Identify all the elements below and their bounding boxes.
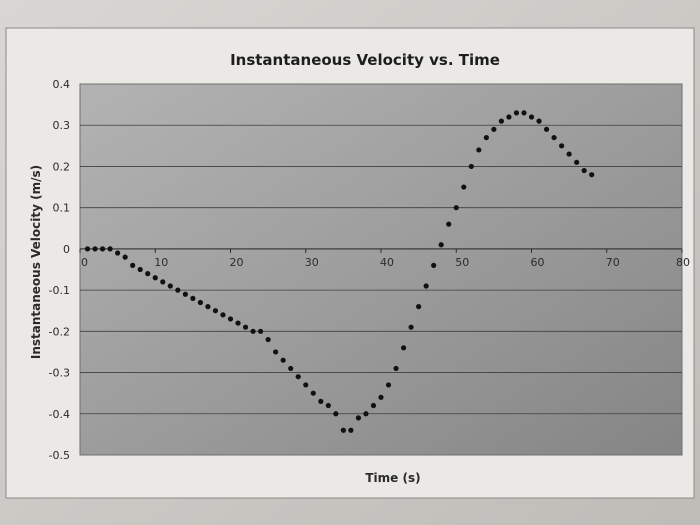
- data-point-0-67: [589, 172, 595, 178]
- data-point-0-66: [581, 167, 587, 174]
- x-tick-label-5: 50: [455, 256, 469, 269]
- x-tick-label-8: 80: [676, 256, 690, 269]
- data-point-0-58: [521, 110, 527, 116]
- data-point-0-0: [84, 246, 91, 252]
- data-point-0-24: [265, 336, 271, 343]
- data-point-0-30: [310, 390, 316, 396]
- data-point-0-19: [227, 316, 234, 322]
- data-point-0-9: [152, 275, 158, 281]
- data-point-0-6: [130, 262, 136, 268]
- data-point-0-54: [491, 126, 497, 132]
- data-point-0-57: [513, 110, 520, 116]
- data-point-0-48: [446, 221, 452, 227]
- y-tick-label-6: -0.2: [49, 325, 70, 338]
- data-point-0-12: [175, 287, 181, 293]
- x-tick-label-6: 60: [531, 256, 545, 269]
- data-point-0-53: [483, 134, 489, 141]
- chart-title: Instantaneous Velocity vs. Time: [230, 51, 500, 69]
- data-point-0-55: [498, 118, 504, 124]
- x-tick-labels: 0 10 20 30 40 50 60 70 80: [79, 248, 690, 269]
- data-point-0-25: [273, 349, 279, 355]
- data-point-0-37: [363, 411, 369, 417]
- data-point-0-5: [122, 254, 128, 260]
- data-point-0-47: [438, 242, 444, 248]
- x-tick-label-2: 20: [230, 256, 244, 269]
- data-point-0-36: [355, 415, 362, 421]
- data-point-0-50: [461, 184, 467, 190]
- data-point-0-33: [333, 411, 339, 417]
- data-point-0-34: [340, 427, 346, 433]
- data-point-0-61: [543, 126, 550, 132]
- data-point-0-18: [220, 312, 226, 318]
- data-point-0-40: [385, 382, 392, 388]
- data-point-0-60: [536, 118, 542, 124]
- x-tick-label-1: 10: [154, 256, 168, 269]
- data-point-0-52: [476, 147, 482, 153]
- data-point-0-13: [182, 291, 188, 297]
- data-point-0-4: [115, 250, 121, 256]
- data-point-0-11: [167, 283, 173, 289]
- data-point-0-42: [400, 345, 407, 351]
- data-point-0-17: [212, 308, 219, 314]
- y-axis-label: Instantaneous Velocity (m/s): [29, 165, 43, 359]
- data-point-0-39: [378, 394, 384, 400]
- data-point-0-46: [431, 262, 437, 268]
- data-point-0-26: [280, 357, 286, 363]
- data-point-0-27: [288, 365, 294, 372]
- data-point-0-22: [250, 328, 256, 334]
- data-point-0-51: [468, 163, 474, 170]
- data-point-0-44: [416, 304, 422, 310]
- data-point-0-65: [574, 159, 580, 165]
- data-point-0-29: [303, 382, 309, 388]
- data-point-0-49: [453, 205, 459, 211]
- data-point-0-31: [318, 398, 324, 405]
- data-point-0-38: [370, 402, 377, 409]
- data-point-0-3: [107, 246, 113, 252]
- y-tick-label-2: 0.2: [53, 160, 71, 173]
- data-point-0-20: [235, 320, 241, 326]
- y-tick-label-3: 0.1: [53, 202, 71, 215]
- y-tick-label-7: -0.3: [49, 367, 70, 380]
- y-tick-label-9: -0.5: [49, 449, 70, 462]
- x-axis-label: Time (s): [365, 471, 420, 485]
- y-tick-label-1: 0.3: [53, 119, 71, 132]
- x-tick-label-4: 40: [380, 256, 394, 269]
- x-tick-label-7: 70: [606, 256, 620, 269]
- data-point-0-56: [506, 114, 512, 120]
- data-points: [84, 110, 595, 433]
- data-point-0-28: [295, 374, 301, 380]
- data-point-0-15: [197, 299, 203, 306]
- data-point-0-1: [92, 246, 98, 252]
- data-point-0-10: [160, 279, 166, 285]
- y-tick-label-5: -0.1: [49, 284, 70, 297]
- y-tick-label-4: 0: [63, 243, 70, 256]
- data-point-0-32: [325, 402, 331, 409]
- data-point-0-14: [190, 295, 196, 301]
- data-point-0-41: [393, 365, 399, 372]
- data-point-0-21: [242, 324, 249, 330]
- data-point-0-45: [423, 283, 429, 289]
- data-point-0-59: [528, 114, 535, 120]
- y-tick-label-8: -0.4: [49, 408, 70, 421]
- y-tick-labels: 0.4 0.3 0.2 0.1 0 -0.1 -0.2 -0.3 -0.4 -0.5: [49, 78, 70, 462]
- data-point-0-23: [258, 328, 264, 334]
- data-point-0-43: [408, 324, 414, 330]
- data-point-0-64: [566, 151, 572, 157]
- data-point-0-35: [348, 427, 354, 433]
- y-tick-label-0: 0.4: [53, 78, 71, 91]
- data-point-0-62: [551, 134, 557, 141]
- data-point-0-63: [559, 143, 565, 149]
- x-tick-label-3: 30: [305, 256, 319, 269]
- data-point-0-8: [145, 271, 151, 277]
- data-point-0-7: [137, 266, 143, 273]
- data-point-0-2: [99, 246, 106, 252]
- plot-area: [79, 83, 683, 456]
- x-tick-label-0: 0: [81, 256, 88, 269]
- data-point-0-16: [205, 304, 211, 310]
